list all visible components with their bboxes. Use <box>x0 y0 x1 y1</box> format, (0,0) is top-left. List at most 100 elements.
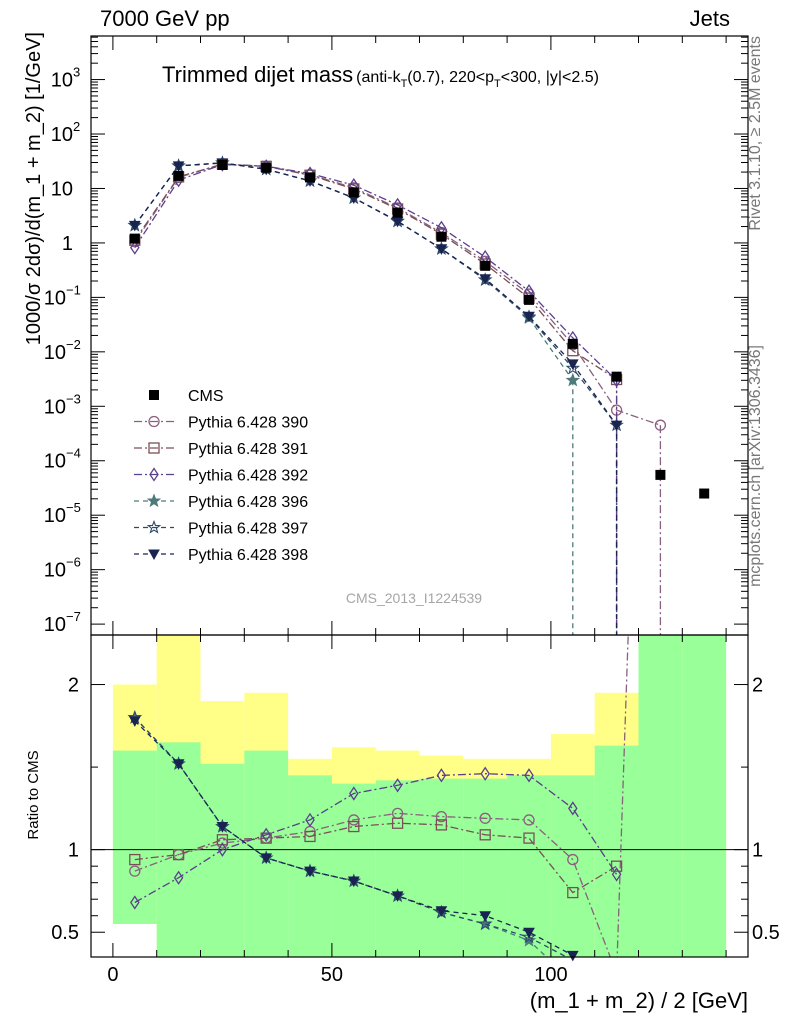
series-line-top-2 <box>134 163 618 381</box>
series-2-ratio-point-10 <box>568 801 578 816</box>
main-panel-frame <box>90 35 749 636</box>
y-top-tick-exp-1: 2 <box>73 119 80 134</box>
y-top-tick-label-9: 10 <box>44 560 66 582</box>
series-5-ratio-point-10 <box>566 950 579 962</box>
y-top-tick-exp-7: −4 <box>66 446 81 461</box>
series-5-ratio-point-4 <box>304 866 316 878</box>
series-2-ratio-point-0 <box>130 895 140 910</box>
cms-point-6 <box>392 207 403 218</box>
legend-label-5: Pythia 6.428 398 <box>188 547 308 564</box>
y-top-tick-label-4: 10 <box>44 287 66 309</box>
series-5-point-8 <box>479 274 492 285</box>
y-top-tick-label-3: 1 <box>62 233 73 255</box>
band-inner-bin-13 <box>682 635 727 957</box>
cms-point-0 <box>129 233 140 244</box>
series-1-ratio-point-1 <box>172 848 185 861</box>
series-0-ratio-point-9 <box>523 814 535 826</box>
y-axis-label-bottom: Ratio to CMS <box>25 750 42 839</box>
series-1-ratio-point-6 <box>391 817 404 829</box>
y-top-tick-label-5: 10 <box>44 342 66 364</box>
cms-point-8 <box>480 260 491 271</box>
series-4-ratio-point-9 <box>521 929 537 944</box>
cms-point-2 <box>217 159 228 170</box>
band-inner-bin-10 <box>550 775 595 957</box>
series-1-ratio-point-3 <box>260 832 272 844</box>
y-top-tick-label-6: 10 <box>44 396 66 418</box>
series-line-top-1 <box>134 163 617 381</box>
series-5-point-10 <box>566 359 579 370</box>
y-bottom-tick-label-left-0: 2 <box>68 675 79 697</box>
legend-label-2: Pythia 6.428 392 <box>188 468 308 485</box>
watermark: CMS_2013_I1224539 <box>346 590 482 606</box>
y-bottom-tick-label-left-2: 0.5 <box>51 922 79 944</box>
series-5-ratio-point-0 <box>128 716 141 727</box>
side-label-rivet: Rivet 3.1.10, ≥ 2.5M events <box>747 36 764 231</box>
cms-point-13 <box>699 488 710 499</box>
y-bottom-tick-label-left-1: 1 <box>68 840 79 862</box>
legend-marker-1 <box>148 442 160 454</box>
legend-label-0: Pythia 6.428 390 <box>188 415 308 432</box>
series-2-ratio-point-4 <box>305 812 315 828</box>
band-inner-bin-5 <box>331 783 376 957</box>
y-top-tick-label-1: 10 <box>51 124 73 146</box>
cms-point-1 <box>173 170 184 181</box>
legend-marker-3 <box>146 493 162 508</box>
y-bottom-tick-label-right-1: 1 <box>752 840 763 862</box>
y-top-tick-exp-0: 3 <box>73 65 80 80</box>
series-line-bottom-4 <box>134 717 568 957</box>
y-bottom-tick-label-right-2: 0.5 <box>752 922 780 944</box>
series-1-ratio-point-10 <box>567 886 579 899</box>
series-5-ratio-point-2 <box>216 822 229 833</box>
y-top-tick-label-2: 10 <box>51 178 73 200</box>
legend-label-1: Pythia 6.428 391 <box>188 441 308 458</box>
cms-point-4 <box>305 172 315 183</box>
x-tick-label-2: 100 <box>534 964 567 986</box>
legend-marker-cms <box>149 390 159 400</box>
ratio-panel-series <box>127 635 629 962</box>
header-left: 7000 GeV pp <box>100 6 230 31</box>
series-0-ratio-point-0 <box>129 865 141 877</box>
series-5-ratio-point-7 <box>435 906 448 917</box>
y-top-tick-label-0: 10 <box>51 70 73 92</box>
series-0-ratio-point-5 <box>348 814 360 826</box>
band-inner-bin-12 <box>638 635 683 957</box>
series-5-point-1 <box>172 161 185 172</box>
band-inner-bin-6 <box>375 780 420 957</box>
series-5-point-7 <box>435 244 448 255</box>
legend-label-3: Pythia 6.428 396 <box>188 494 308 511</box>
series-2-ratio-point-7 <box>436 768 447 783</box>
legend-label-cms: CMS <box>188 388 224 405</box>
series-2-ratio-point-8 <box>480 766 490 781</box>
legend-marker-5 <box>148 549 160 561</box>
series-line-bottom-2 <box>134 773 618 904</box>
series-2-point-0 <box>130 240 140 255</box>
series-0-ratio-point-8 <box>479 812 491 824</box>
y-axis-label-top: 1000/σ 2dσ)/d(m_1 + m_2) [1/GeV] <box>23 32 45 345</box>
series-4-ratio-point-8 <box>477 916 493 931</box>
title-sub-c: <300, |y|<2.5) <box>501 69 599 86</box>
cms-point-9 <box>524 294 534 305</box>
legend-marker-2 <box>149 467 159 482</box>
legend: CMS Pythia 6.428 390 Pythia 6.428 391 Pythi… <box>134 388 308 564</box>
y-top-tick-exp-6: −3 <box>66 391 81 406</box>
y-top-tick-exp-8: −5 <box>66 500 81 515</box>
series-line-bottom-1 <box>134 822 617 894</box>
series-1-ratio-point-5 <box>348 820 360 833</box>
y-top-tick-label-7: 10 <box>44 451 66 473</box>
series-2-ratio-point-6 <box>392 778 403 793</box>
chart-title: Trimmed dijet mass (anti-kT(0.7), 220<pT<… <box>162 62 599 90</box>
series-1-ratio-point-8 <box>479 829 491 841</box>
series-2-ratio-point-9 <box>524 768 534 783</box>
y-top-tick-label-10: 10 <box>44 614 66 636</box>
series-5-ratio-point-8 <box>479 911 492 922</box>
y-top-tick-exp-4: −1 <box>66 282 81 297</box>
title-sub-b: (0.7), 220<p <box>407 69 494 86</box>
cms-point-12 <box>655 469 666 480</box>
series-2-ratio-point-1 <box>173 870 184 885</box>
series-5-point-11 <box>610 420 623 432</box>
series-line-top-5 <box>134 162 618 426</box>
y-top-tick-exp-10: −7 <box>66 609 81 624</box>
